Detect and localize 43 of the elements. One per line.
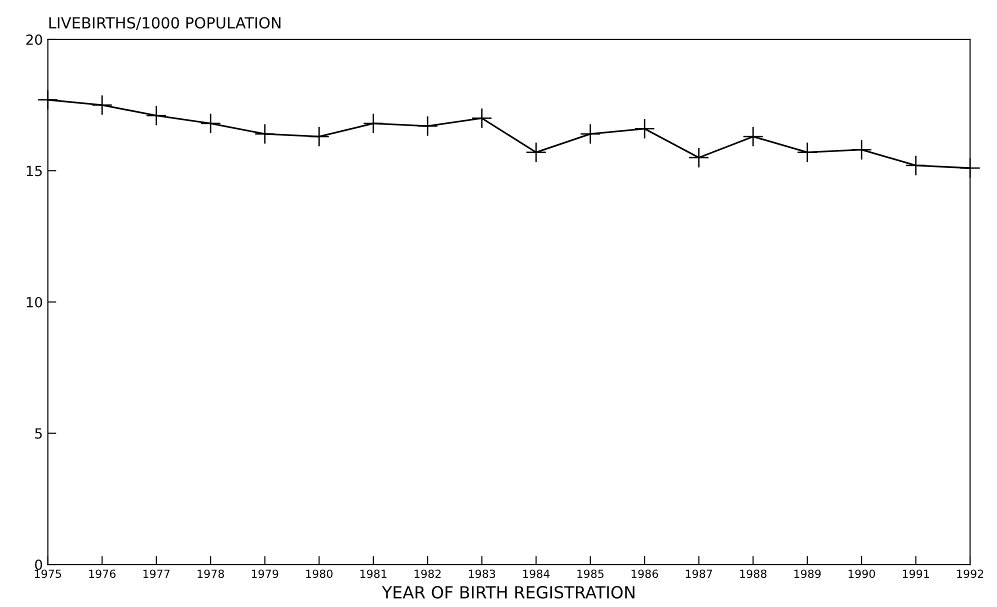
x-tick-label: 1978 bbox=[198, 570, 224, 578]
point bbox=[851, 139, 872, 160]
point bbox=[200, 113, 222, 134]
y-tick-label: 15 bbox=[26, 166, 42, 176]
point bbox=[417, 116, 438, 137]
x-tick-label: 1983 bbox=[468, 570, 496, 578]
point bbox=[471, 108, 492, 129]
point bbox=[254, 124, 276, 144]
x-tick-label: 1982 bbox=[414, 570, 441, 578]
point bbox=[580, 124, 601, 144]
point bbox=[146, 105, 167, 126]
x-tick-label: 1991 bbox=[902, 570, 929, 578]
point bbox=[905, 155, 926, 176]
point bbox=[634, 118, 656, 140]
x-tick-label: 1986 bbox=[632, 570, 658, 578]
point bbox=[308, 126, 330, 148]
point bbox=[92, 94, 113, 116]
y-axis-title: LIVEBIRTHS/1000 POPULATION bbox=[49, 17, 280, 30]
x-tick-label: 1987 bbox=[686, 570, 712, 578]
x-tick-label: 1977 bbox=[143, 570, 170, 578]
point bbox=[362, 113, 384, 134]
y-tick-label: 20 bbox=[26, 34, 42, 45]
x-axis-title: YEAR OF BIRTH REGISTRATION bbox=[382, 586, 634, 599]
x-tick-label: 1992 bbox=[957, 570, 984, 578]
point bbox=[688, 147, 710, 168]
x-tick-label: 1975 bbox=[34, 570, 62, 578]
x-tick-label: 1980 bbox=[306, 570, 332, 578]
x-tick-label: 1988 bbox=[740, 570, 766, 578]
x-tick-label: 1981 bbox=[360, 570, 386, 578]
y-tick-label: 10 bbox=[26, 296, 42, 308]
point bbox=[742, 126, 764, 148]
x-tick-label: 1976 bbox=[89, 570, 116, 578]
x-tick-label: 1990 bbox=[848, 570, 875, 578]
x-tick-label: 1985 bbox=[577, 570, 604, 578]
x-tick-label: 1984 bbox=[523, 570, 550, 578]
point bbox=[960, 158, 980, 179]
point bbox=[526, 142, 547, 163]
x-tick-label: 1989 bbox=[794, 570, 821, 578]
y-tick-label: 5 bbox=[35, 428, 42, 439]
x-tick-label: 1979 bbox=[252, 570, 278, 578]
point bbox=[37, 89, 58, 110]
point bbox=[796, 142, 818, 163]
y-tick-label: 0 bbox=[35, 559, 42, 570]
